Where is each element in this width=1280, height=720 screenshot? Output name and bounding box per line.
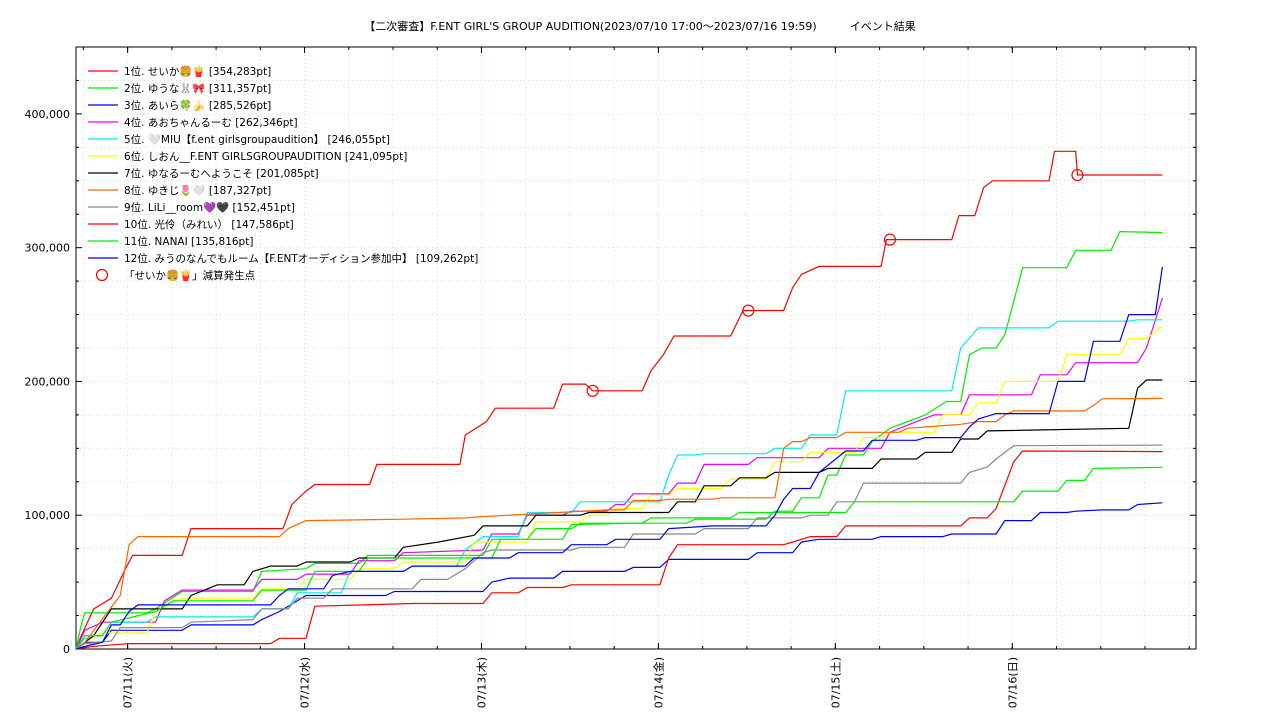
series-line-7 [75, 379, 1163, 650]
y-tick-label: 0 [63, 643, 70, 656]
deduction-marker [883, 233, 897, 246]
x-tick-label: 07/16(日) [1006, 657, 1019, 708]
series-line-9 [75, 444, 1163, 650]
series-line-3 [75, 502, 1163, 650]
x-tick-label: 07/12(水) [299, 657, 312, 708]
legend-label: 3位. あいら🍀🍌 [285,526pt] [124, 99, 271, 112]
legend-label: 11位. NANAI [135,816pt] [124, 235, 253, 248]
y-tick-label: 100,000 [25, 509, 71, 522]
y-tick-label: 300,000 [25, 242, 71, 255]
series-line-10 [75, 450, 1163, 650]
series-line-4 [75, 297, 1163, 650]
legend-label: 1位. せいか🍔🍟 [354,283pt] [124, 65, 271, 78]
legend-label: 5位. 🤍MIU【f.ent girlsgroupaudition】 [246,… [124, 133, 390, 146]
y-tick-label: 400,000 [25, 108, 71, 121]
series-line-2 [75, 231, 1163, 650]
deduction-marker [586, 384, 599, 397]
deduction-marker [742, 304, 755, 317]
x-tick-label: 07/13(木) [475, 657, 488, 708]
legend-label: 6位. しおん__F.ENT GIRLSGROUPAUDITION [241,0… [124, 150, 407, 163]
series-line-12 [75, 266, 1163, 650]
legend-label: 10位. 光伶（みれい） [147,586pt] [124, 218, 294, 231]
legend-label: 8位. ゆきじ🌷🤍 [187,327pt] [124, 184, 271, 197]
deduction-marker [1071, 168, 1084, 182]
x-tick-label: 07/14(金) [651, 657, 665, 708]
x-tick-label: 07/15(土) [829, 657, 842, 708]
series-line-8 [75, 397, 1163, 650]
series-line-5 [75, 319, 1163, 650]
legend-label: 12位. みうのなんでもルーム【F.ENTオーディション参加中】 [109,26… [124, 252, 478, 265]
x-tick-label: 07/11(火) [122, 657, 135, 708]
legend-label: 2位. ゆうな🐰🎀 [311,357pt] [124, 82, 271, 95]
y-tick-label: 200,000 [25, 375, 71, 388]
legend-marker-label: 「せいか🍔🍟」減算発生点 [124, 269, 255, 282]
legend-label: 9位. LiLi__room💜🖤 [152,451pt] [124, 201, 295, 214]
legend-label: 4位. あおちゃんるーむ [262,346pt] [124, 116, 298, 129]
chart-title: 【二次審査】F.ENT GIRL'S GROUP AUDITION(2023/0… [364, 20, 916, 33]
series-line-1 [75, 150, 1163, 650]
series-line-11 [75, 466, 1163, 650]
legend-marker-swatch [95, 268, 109, 282]
legend-label: 7位. ゆなるーむへようこそ [201,085pt] [124, 167, 319, 180]
